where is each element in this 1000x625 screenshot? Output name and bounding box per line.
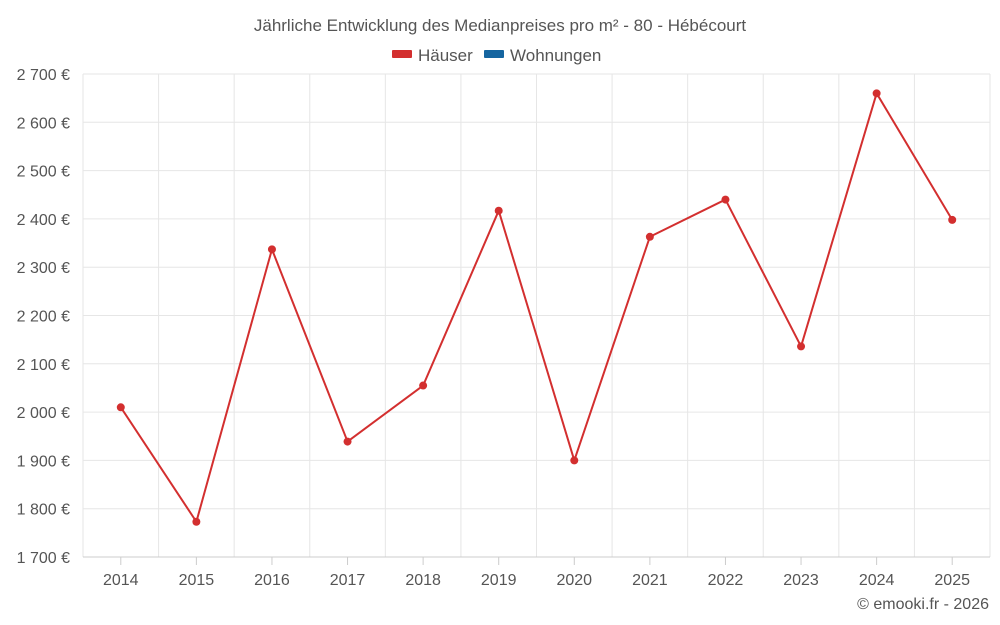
data-point-hauser-2019[interactable] xyxy=(494,206,503,215)
x-tick-label: 2019 xyxy=(481,572,517,589)
x-tick-label: 2018 xyxy=(405,572,441,589)
chart-title: Jährliche Entwicklung des Medianpreises … xyxy=(254,16,747,35)
y-tick-label: 1 700 € xyxy=(17,550,70,567)
x-tick-label: 2016 xyxy=(254,572,290,589)
x-tick-label: 2014 xyxy=(103,572,139,589)
legend-swatch-hauser[interactable] xyxy=(392,50,412,58)
y-tick-label: 1 900 € xyxy=(17,453,70,470)
series-hauser xyxy=(116,89,957,526)
data-point-hauser-2021[interactable] xyxy=(645,232,654,241)
x-tick-label: 2021 xyxy=(632,572,668,589)
y-axis-ticks: 1 700 € 1 800 € 1 900 € 2 000 € 2 100 € 2 200… xyxy=(17,67,70,567)
legend-swatch-wohnungen[interactable] xyxy=(484,50,504,58)
x-tick-label: 2024 xyxy=(859,572,895,589)
legend-label-hauser[interactable]: Häuser xyxy=(418,46,473,65)
y-tick-label: 2 400 € xyxy=(17,212,70,229)
data-point-hauser-2016[interactable] xyxy=(267,245,276,254)
x-tick-label: 2015 xyxy=(179,572,215,589)
y-tick-label: 1 800 € xyxy=(17,502,70,519)
data-point-hauser-2015[interactable] xyxy=(192,517,201,526)
x-axis-ticks: 2014 2015 2016 2017 2018 2019 2020 2021 2022 2023… xyxy=(103,557,970,589)
credit-text: © emooki.fr - 2026 xyxy=(857,596,989,613)
x-tick-label: 2020 xyxy=(556,572,592,589)
x-tick-label: 2025 xyxy=(934,572,970,589)
data-point-hauser-2025[interactable] xyxy=(948,215,957,224)
y-tick-label: 2 000 € xyxy=(17,405,70,422)
data-point-hauser-2020[interactable] xyxy=(570,456,579,465)
y-tick-label: 2 600 € xyxy=(17,115,70,132)
x-tick-label: 2023 xyxy=(783,572,819,589)
y-tick-label: 2 500 € xyxy=(17,164,70,181)
legend: Häuser Wohnungen xyxy=(392,46,601,65)
y-tick-label: 2 300 € xyxy=(17,260,70,277)
data-point-hauser-2018[interactable] xyxy=(419,381,428,390)
y-tick-label: 2 200 € xyxy=(17,309,70,326)
legend-label-wohnungen[interactable]: Wohnungen xyxy=(510,46,601,65)
data-point-hauser-2017[interactable] xyxy=(343,437,352,446)
data-point-hauser-2014[interactable] xyxy=(116,403,125,412)
x-tick-label: 2022 xyxy=(708,572,744,589)
data-point-hauser-2023[interactable] xyxy=(797,342,806,351)
series-line-hauser xyxy=(119,92,954,523)
x-gridlines xyxy=(82,74,991,557)
y-tick-label: 2 100 € xyxy=(17,357,70,374)
x-tick-label: 2017 xyxy=(330,572,366,589)
data-point-hauser-2022[interactable] xyxy=(721,195,730,204)
data-point-hauser-2024[interactable] xyxy=(872,89,881,98)
y-tick-label: 2 700 € xyxy=(17,67,70,84)
